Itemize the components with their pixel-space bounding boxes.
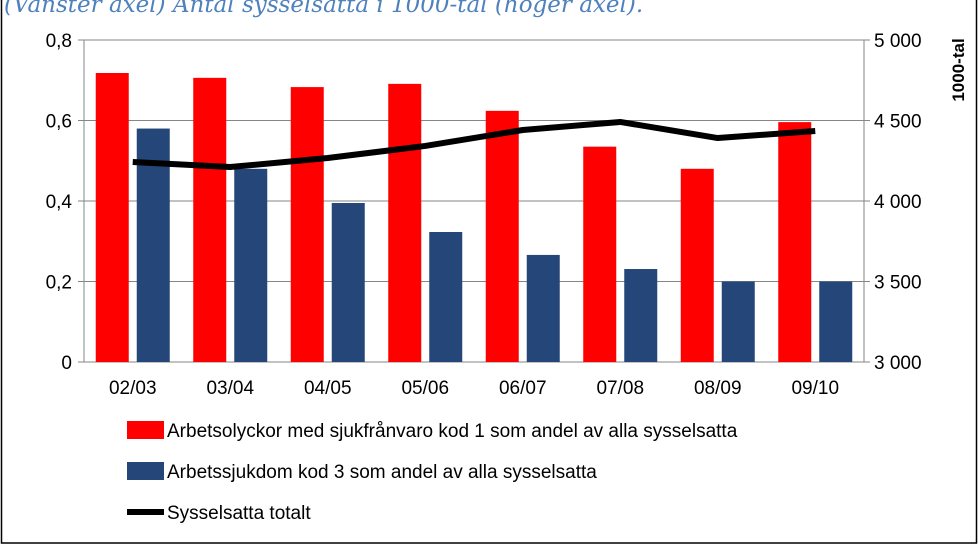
y-tick-label: 0,4 xyxy=(46,192,73,213)
y2-tick-label: 4 500 xyxy=(874,112,922,133)
bar xyxy=(388,83,422,362)
x-tick-label: 07/08 xyxy=(596,378,644,399)
bar xyxy=(136,128,170,362)
y2-axis-label: 1000-tal xyxy=(949,38,968,101)
y2-tick-label: 5 000 xyxy=(874,31,922,52)
y-tick-label: 0,8 xyxy=(46,31,72,52)
x-tick-label: 08/09 xyxy=(694,378,742,399)
bar xyxy=(583,146,617,362)
bar xyxy=(290,87,324,362)
y-tick-label: 0,2 xyxy=(46,273,72,294)
x-tick-label: 04/05 xyxy=(304,378,352,399)
legend-label: Arbetssjukdom kod 3 som andel av alla sy… xyxy=(167,462,597,483)
bar xyxy=(721,281,755,362)
y-tick-label: 0 xyxy=(61,353,72,374)
bar xyxy=(95,73,129,362)
y2-tick-label: 3 500 xyxy=(874,273,922,294)
bar xyxy=(193,77,227,363)
bar xyxy=(331,203,365,362)
y-tick-label: 0,6 xyxy=(46,112,72,133)
x-tick-label: 02/03 xyxy=(109,378,157,399)
bar xyxy=(680,168,714,362)
y2-tick-label: 3 000 xyxy=(874,353,922,374)
legend-label: Sysselsatta totalt xyxy=(167,503,311,524)
y2-tick-label: 4 000 xyxy=(874,192,922,213)
bar xyxy=(526,254,560,362)
x-tick-label: 09/10 xyxy=(791,378,839,399)
x-tick-label: 06/07 xyxy=(499,378,547,399)
line-series xyxy=(132,118,816,171)
bar xyxy=(429,231,463,362)
legend-swatch xyxy=(127,421,164,439)
x-tick-label: 03/04 xyxy=(206,378,254,399)
bar xyxy=(778,122,812,362)
bar xyxy=(624,269,658,362)
legend-swatch xyxy=(127,462,164,480)
chart-subtitle: (Vänster axel) Antal sysselsatta i 1000-… xyxy=(4,0,643,18)
bar xyxy=(819,281,853,362)
legend-label: Arbetsolyckor med sjukfrånvaro kod 1 som… xyxy=(167,421,738,442)
bar xyxy=(485,110,519,362)
x-tick-label: 05/06 xyxy=(401,378,449,399)
bar xyxy=(234,168,268,362)
